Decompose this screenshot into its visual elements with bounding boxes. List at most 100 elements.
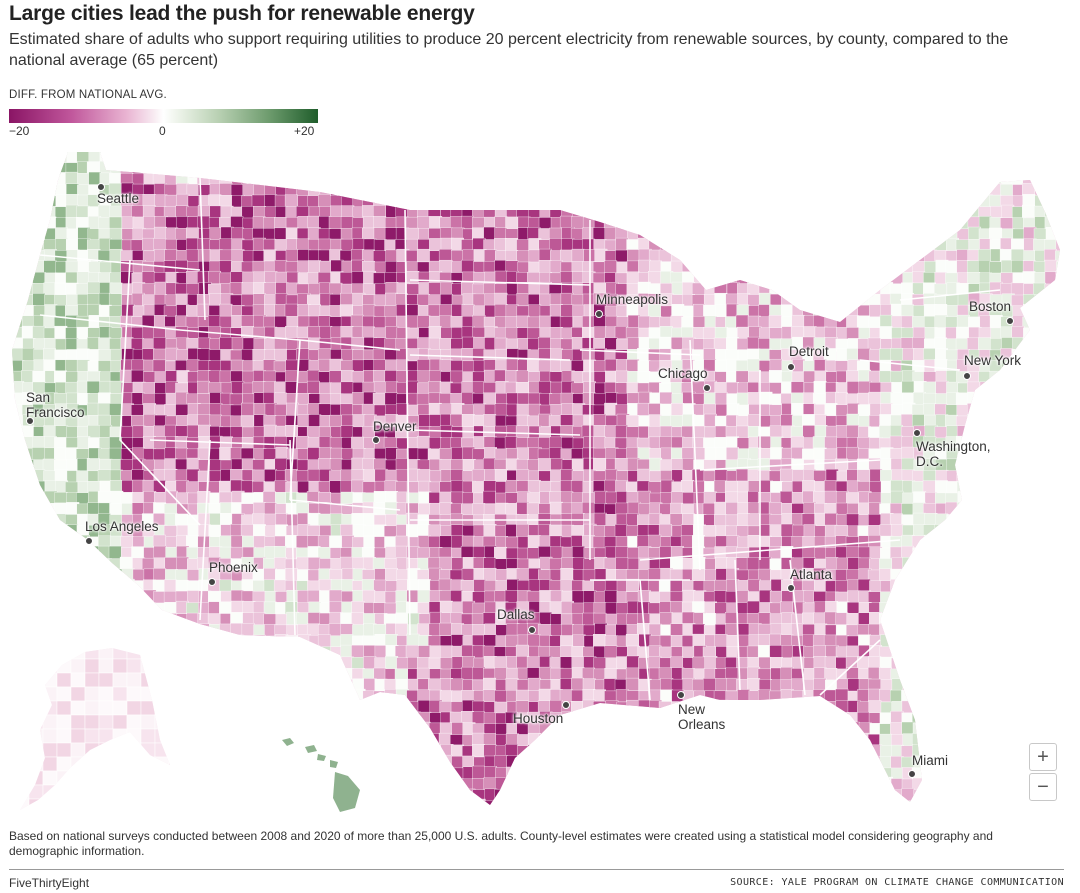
county-cell — [230, 589, 244, 603]
county-cell — [890, 458, 904, 471]
county-cell — [22, 502, 36, 515]
county-cell — [12, 481, 24, 495]
county-cell — [174, 436, 188, 450]
county-cell — [219, 152, 233, 153]
county-cell — [527, 634, 541, 648]
county-cell — [891, 623, 905, 637]
county-cell — [274, 645, 288, 658]
county-cell — [152, 152, 166, 153]
county-cell — [494, 403, 508, 417]
county-cell — [769, 204, 783, 218]
county-cell — [1023, 634, 1037, 647]
county-cell — [12, 590, 25, 604]
county-cell — [604, 590, 618, 604]
county-cell — [363, 645, 377, 659]
county-cell — [55, 152, 69, 163]
county-cell — [1054, 160, 1060, 174]
county-cell — [901, 380, 915, 394]
county-cell — [813, 217, 827, 231]
county-cell — [1056, 349, 1060, 363]
county-cell — [350, 152, 364, 163]
county-cell — [1055, 250, 1060, 264]
county-cell — [1022, 271, 1036, 285]
county-cell — [824, 513, 838, 526]
county-cell — [967, 183, 981, 197]
county-cell — [417, 370, 431, 384]
county-cell — [33, 228, 47, 242]
county-cell — [329, 690, 343, 704]
county-cell — [21, 480, 35, 494]
county-cell — [891, 152, 904, 153]
county-cell — [143, 634, 157, 647]
county-cell — [154, 656, 168, 670]
county-cell — [957, 524, 971, 538]
county-cell — [153, 568, 167, 582]
county-cell — [428, 426, 442, 440]
county-cell — [637, 490, 651, 504]
county-cell — [253, 173, 267, 187]
county-cell — [405, 250, 419, 263]
county-cell — [658, 523, 672, 537]
county-cell — [77, 173, 91, 186]
county-cell — [494, 292, 508, 306]
county-cell — [836, 557, 849, 571]
county-cell — [549, 204, 563, 218]
us-county-map[interactable]: Seattle San Francisco Los Angeles Phoeni… — [0, 140, 1080, 820]
county-cell — [307, 645, 321, 659]
county-cell — [582, 315, 596, 329]
county-cell — [901, 216, 914, 229]
county-cell — [990, 612, 1004, 626]
county-cell — [923, 612, 936, 626]
county-cell — [186, 424, 200, 438]
county-cell — [363, 183, 377, 197]
county-cell — [923, 293, 937, 307]
county-cell — [384, 392, 398, 406]
county-cell — [625, 634, 639, 647]
county-cell — [462, 152, 475, 163]
county-cell — [615, 546, 629, 560]
county-cell — [284, 678, 298, 692]
county-cell — [769, 152, 782, 164]
county-cell — [858, 260, 872, 274]
county-cell — [1012, 591, 1026, 605]
county-cell — [746, 600, 760, 614]
county-cell — [1066, 514, 1079, 527]
county-cell — [858, 271, 872, 285]
county-cell — [670, 249, 684, 263]
county-cell — [593, 393, 607, 406]
county-cell — [197, 215, 211, 229]
county-cell — [670, 183, 684, 197]
county-cell — [516, 403, 530, 417]
county-cell — [539, 612, 553, 626]
county-cell — [12, 152, 13, 165]
county-cell — [230, 600, 244, 614]
county-cell — [131, 580, 145, 594]
county-cell — [385, 161, 399, 175]
county-cell — [87, 633, 101, 647]
county-cell — [593, 425, 607, 438]
county-cell — [1023, 393, 1036, 407]
county-cell — [1034, 535, 1048, 549]
county-cell — [703, 304, 717, 318]
county-cell — [900, 646, 914, 660]
county-cell — [296, 646, 310, 660]
county-cell — [681, 250, 695, 264]
county-cell — [989, 634, 1003, 648]
county-cell — [307, 326, 321, 339]
county-cell — [175, 679, 189, 693]
county-cell — [890, 238, 904, 252]
county-cell — [65, 613, 79, 627]
county-cell — [153, 688, 167, 702]
county-cell — [846, 327, 860, 341]
county-cell — [658, 579, 672, 593]
county-cell — [363, 535, 377, 549]
county-cell — [517, 161, 531, 175]
county-cell — [780, 204, 793, 218]
county-cell — [406, 690, 420, 703]
county-cell — [87, 558, 101, 572]
county-cell — [230, 359, 244, 373]
county-cell — [142, 612, 156, 626]
county-cell — [231, 337, 245, 350]
county-cell — [1001, 590, 1014, 603]
county-cell — [758, 193, 771, 207]
